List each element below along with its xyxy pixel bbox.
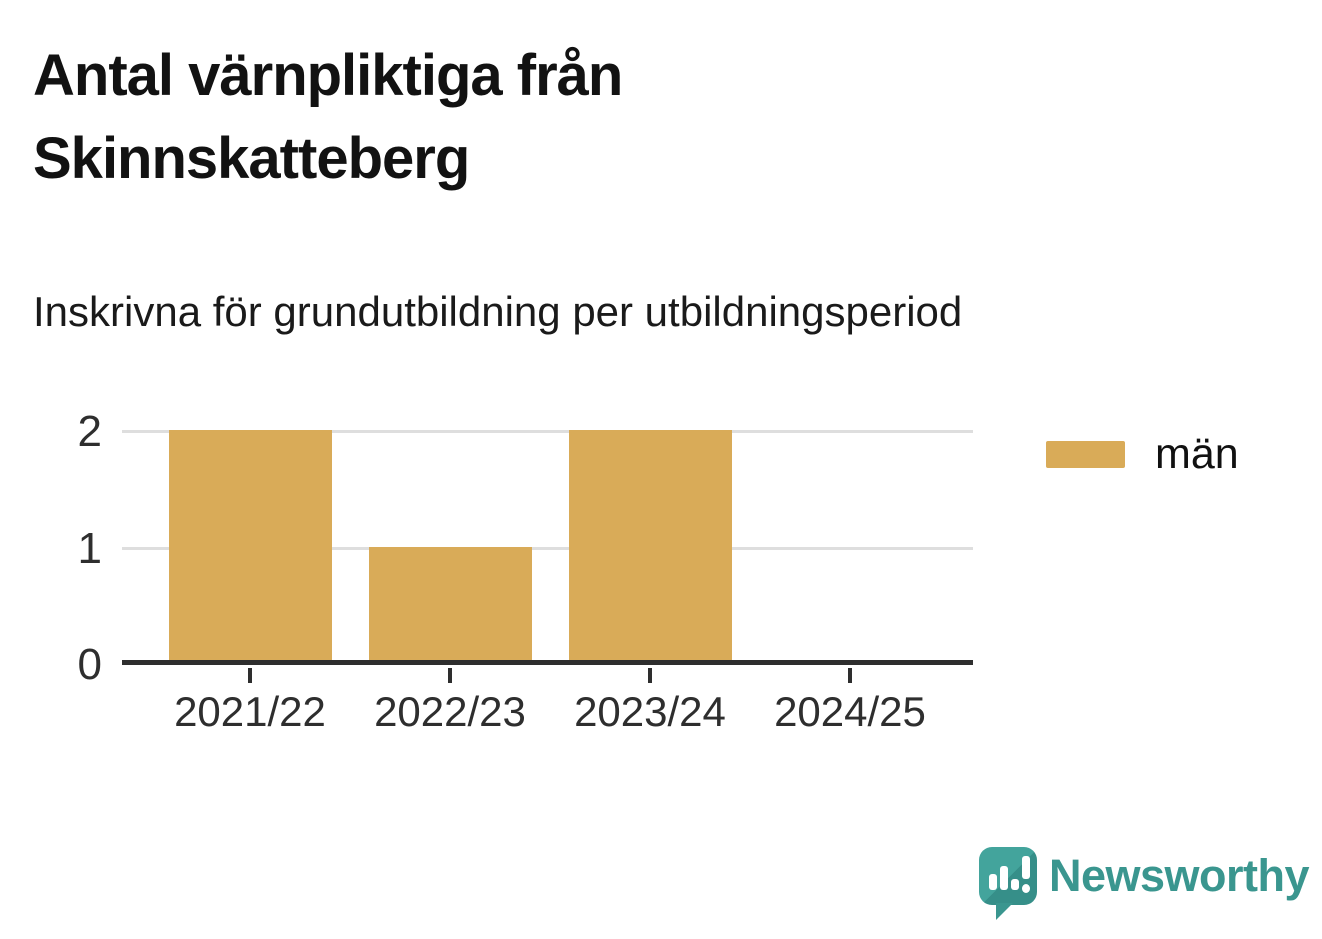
x-tick-mark-2024-25 xyxy=(848,668,852,683)
logo-exclamation-dot xyxy=(1022,884,1030,893)
y-tick-label-0: 0 xyxy=(77,640,102,689)
chart-title: Antal värnpliktiga från Skinnskatteberg xyxy=(33,43,623,191)
x-tick-label-2024-25: 2024/25 xyxy=(774,688,926,735)
logo-minibar-1 xyxy=(989,874,997,890)
plot-area xyxy=(122,430,973,665)
x-tick-label-2021-22: 2021/22 xyxy=(174,688,326,735)
newsworthy-wordmark: Newsworthy xyxy=(1049,850,1310,901)
speech-bubble-tail xyxy=(996,903,1013,920)
newsworthy-logo-icon xyxy=(979,847,1037,920)
x-tick-mark-2022-23 xyxy=(448,668,452,683)
newsworthy-branding: Newsworthy xyxy=(979,847,1310,920)
legend-swatch-man xyxy=(1046,441,1125,468)
gridline-y1 xyxy=(122,546,973,550)
chart-subtitle: Inskrivna för grundutbildning per utbild… xyxy=(33,288,963,335)
x-tick-mark-2023-24 xyxy=(648,668,652,683)
x-tick-label-2023-24: 2023/24 xyxy=(574,688,726,735)
bar-2023-24 xyxy=(568,430,732,663)
y-tick-label-1: 1 xyxy=(77,523,102,573)
y-tick-label-2: 2 xyxy=(77,407,102,456)
x-axis-line xyxy=(122,660,973,665)
logo-minibar-2 xyxy=(1000,866,1008,890)
x-tick-mark-2021-22 xyxy=(248,668,252,683)
legend-label-man: män xyxy=(1155,430,1239,478)
bar-2021-22 xyxy=(168,430,332,663)
gridline-y2 xyxy=(122,430,973,433)
legend: män xyxy=(1046,430,1239,479)
logo-exclamation-bar xyxy=(1022,856,1030,879)
logo-minibar-3 xyxy=(1011,879,1019,890)
x-tick-label-2022-23: 2022/23 xyxy=(374,688,526,735)
bar-2022-23 xyxy=(368,546,532,663)
